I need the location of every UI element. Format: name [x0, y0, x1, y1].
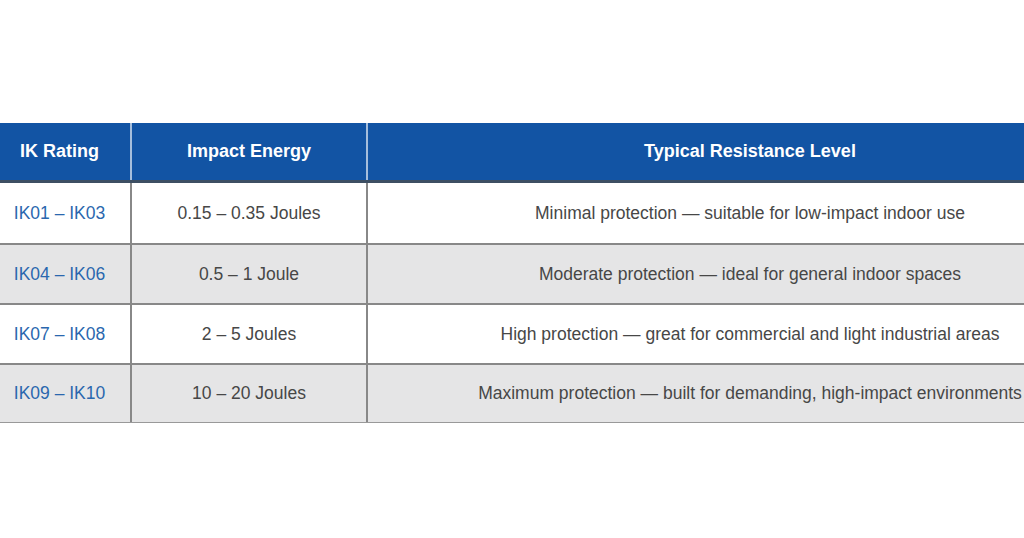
ik-rating-value: IK09 – IK10 [0, 365, 132, 422]
ik-rating-value: IK07 – IK08 [0, 305, 132, 363]
impact-energy-value: 2 – 5 Joules [132, 305, 368, 363]
column-header-impact-energy: Impact Energy [132, 123, 368, 180]
table-row: IK01 – IK03 0.15 – 0.35 Joules Minimal p… [0, 183, 1024, 243]
table-header-row: IK Rating Impact Energy Typical Resistan… [0, 123, 1024, 183]
resistance-level-value: Minimal protection — suitable for low-im… [368, 183, 1024, 243]
ik-rating-value: IK01 – IK03 [0, 183, 132, 243]
impact-energy-value: 0.5 – 1 Joule [132, 245, 368, 303]
resistance-level-value: Maximum protection — built for demanding… [368, 365, 1024, 422]
impact-energy-value: 10 – 20 Joules [132, 365, 368, 422]
resistance-level-value: Moderate protection — ideal for general … [368, 245, 1024, 303]
table-row: IK09 – IK10 10 – 20 Joules Maximum prote… [0, 363, 1024, 423]
column-header-ik-rating: IK Rating [0, 123, 132, 180]
resistance-level-value: High protection — great for commercial a… [368, 305, 1024, 363]
table-row: IK04 – IK06 0.5 – 1 Joule Moderate prote… [0, 243, 1024, 303]
impact-energy-value: 0.15 – 0.35 Joules [132, 183, 368, 243]
column-header-typical-resistance-level: Typical Resistance Level [368, 123, 1024, 180]
ik-rating-table: IK Rating Impact Energy Typical Resistan… [0, 123, 1024, 423]
table-row: IK07 – IK08 2 – 5 Joules High protection… [0, 303, 1024, 363]
ik-rating-value: IK04 – IK06 [0, 245, 132, 303]
